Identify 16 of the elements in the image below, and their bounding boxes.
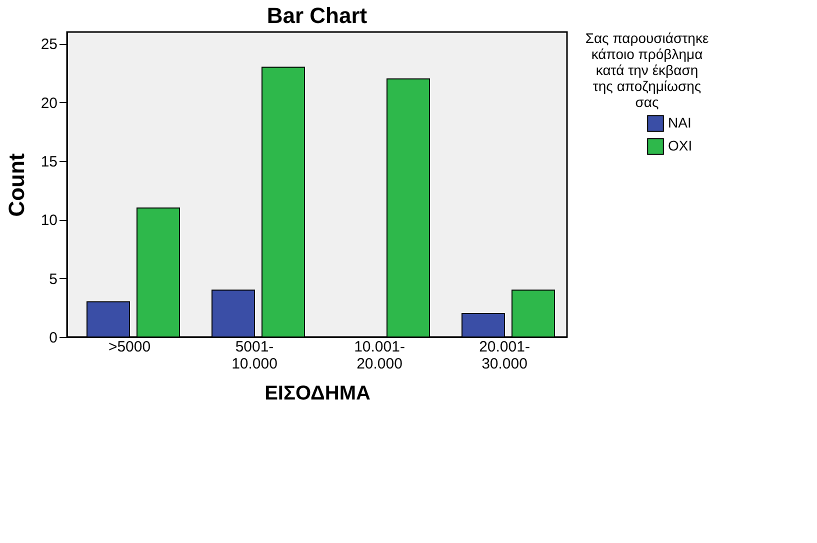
x-tick-label: >5000 [108, 338, 151, 356]
y-tick-label: 5 [49, 270, 58, 288]
x-axis-title: ΕΙΣΟΔΗΜΑ [264, 382, 370, 404]
legend-title: Σας παρουσιάστηκε κάποιο πρόβλημα κατά την έκβαση της αποζημίωσης σας [585, 30, 709, 110]
y-tick-label: 25 [40, 36, 58, 54]
x-tick-label: 5001-10.000 [232, 338, 278, 372]
y-tick-label: 10 [40, 212, 58, 230]
y-tick-label: 0 [49, 330, 58, 346]
legend-label: ΟΧΙ [668, 138, 692, 154]
x-tick-label: 20.001-30.000 [479, 338, 530, 372]
y-axis-title: Count [4, 152, 29, 217]
legend-label: ΝΑΙ [668, 114, 692, 130]
y-tick-label: 20 [40, 94, 58, 112]
chart-title: Bar Chart [266, 3, 368, 28]
x-tick-label: 10.001-20.000 [354, 338, 405, 372]
y-tick-label: 15 [40, 154, 58, 171]
